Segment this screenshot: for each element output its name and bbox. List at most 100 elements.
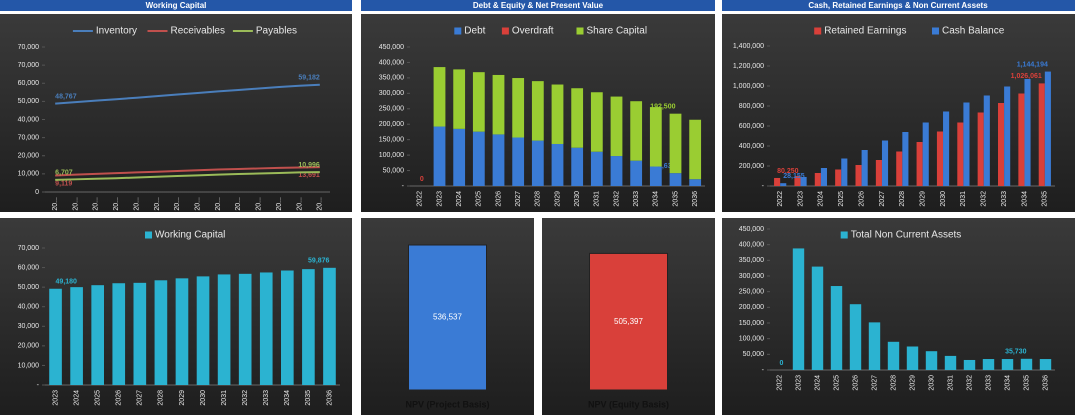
bar bbox=[610, 96, 623, 157]
x-tick-label: 2034 bbox=[653, 191, 660, 207]
bar bbox=[1038, 83, 1045, 186]
y-tick-label: - bbox=[402, 183, 405, 190]
bar bbox=[571, 147, 584, 186]
y-tick-label: 800,000 bbox=[739, 103, 764, 110]
legend-swatch bbox=[932, 27, 939, 35]
bar bbox=[1018, 93, 1025, 186]
y-tick-label: 50,000 bbox=[18, 98, 40, 105]
x-tick-label: 2028 bbox=[158, 390, 165, 406]
y-tick-label: 10,000 bbox=[18, 171, 40, 178]
x-tick-label: 2036 bbox=[326, 390, 333, 406]
legend-swatch bbox=[840, 231, 848, 239]
x-tick-label: 2023 bbox=[436, 191, 443, 207]
header-bar bbox=[0, 0, 352, 11]
bar bbox=[957, 122, 964, 186]
y-tick-label: 20,000 bbox=[18, 343, 40, 350]
x-tick-label: 2034 bbox=[1021, 191, 1028, 207]
bar bbox=[936, 131, 944, 186]
bar bbox=[492, 74, 505, 135]
bar bbox=[896, 151, 903, 186]
header-title: Debt & Equity & Net Present Value bbox=[473, 1, 604, 10]
bar bbox=[453, 128, 466, 186]
bar bbox=[323, 267, 336, 385]
bar bbox=[472, 131, 485, 186]
y-tick-label: 60,000 bbox=[18, 80, 40, 87]
x-tick-label: 2027 bbox=[879, 191, 886, 207]
data-label: 1,026,061 bbox=[1011, 73, 1042, 80]
data-label: 80,250 bbox=[777, 168, 799, 175]
bar bbox=[875, 160, 882, 186]
y-tick-label: 400,000 bbox=[739, 143, 764, 150]
bar bbox=[91, 285, 104, 385]
bar bbox=[792, 248, 805, 370]
x-tick-label: 2030 bbox=[200, 390, 207, 406]
y-tick-label: 150,000 bbox=[379, 137, 404, 144]
x-tick-label: 2033 bbox=[263, 390, 270, 406]
bar bbox=[811, 266, 824, 370]
bar bbox=[70, 287, 83, 385]
x-tick-label: 2030 bbox=[574, 191, 581, 207]
legend-label: Receivables bbox=[171, 26, 225, 37]
legend-label: Working Capital bbox=[155, 230, 225, 241]
bar bbox=[571, 88, 584, 148]
y-tick-label: - bbox=[37, 382, 40, 389]
x-tick-label: 2024 bbox=[456, 191, 463, 207]
x-tick-label: 2035 bbox=[672, 191, 679, 207]
x-tick-label: 2029 bbox=[179, 390, 186, 406]
y-tick-label: 250,000 bbox=[739, 289, 764, 296]
x-tick-label: 20... bbox=[256, 197, 263, 211]
data-label: 35,730 bbox=[1005, 349, 1027, 356]
x-tick-label: 2031 bbox=[960, 191, 967, 207]
x-tick-label: 2027 bbox=[871, 375, 878, 391]
bar bbox=[922, 122, 929, 186]
bar bbox=[453, 69, 466, 129]
x-tick-label: 20... bbox=[133, 197, 140, 211]
bar bbox=[512, 137, 525, 186]
bar bbox=[433, 67, 446, 127]
panel bbox=[0, 14, 352, 212]
bar bbox=[610, 156, 623, 186]
header-title: Working Capital bbox=[146, 1, 207, 10]
x-tick-label: 2035 bbox=[305, 390, 312, 406]
bar bbox=[689, 119, 702, 180]
x-tick-label: 20... bbox=[52, 197, 59, 211]
bar bbox=[512, 78, 525, 138]
bar bbox=[531, 140, 544, 186]
data-label: 6,707 bbox=[55, 170, 73, 177]
bar bbox=[794, 176, 801, 186]
bar bbox=[963, 102, 970, 186]
y-tick-label: - bbox=[762, 183, 765, 190]
x-tick-label: 2027 bbox=[515, 191, 522, 207]
bar bbox=[820, 168, 827, 186]
data-label: 59,876 bbox=[308, 258, 330, 265]
data-label: 0 bbox=[780, 360, 784, 367]
bar bbox=[814, 173, 821, 186]
bar bbox=[780, 183, 787, 186]
data-label: 1,144,194 bbox=[1017, 61, 1048, 68]
legend-label: Total Non Current Assets bbox=[851, 230, 962, 241]
x-tick-label: 20... bbox=[93, 197, 100, 211]
x-tick-label: 2030 bbox=[928, 375, 935, 391]
bar bbox=[1039, 359, 1052, 370]
x-tick-label: 2023 bbox=[795, 375, 802, 391]
x-tick-label: 20... bbox=[154, 197, 161, 211]
x-tick-label: 2035 bbox=[1023, 375, 1030, 391]
x-tick-label: 2031 bbox=[221, 390, 228, 406]
bar bbox=[887, 341, 900, 370]
x-tick-label: 2022 bbox=[776, 375, 783, 391]
x-tick-label: 2032 bbox=[242, 390, 249, 406]
bar bbox=[902, 132, 909, 186]
y-tick-label: 1,400,000 bbox=[733, 43, 764, 50]
bar bbox=[774, 177, 781, 186]
x-tick-label: 20... bbox=[195, 197, 202, 211]
x-tick-label: 2026 bbox=[495, 191, 502, 207]
bar bbox=[855, 165, 862, 186]
x-tick-label: 2024 bbox=[814, 375, 821, 391]
y-tick-label: 450,000 bbox=[739, 226, 764, 233]
x-tick-label: 2036 bbox=[1042, 375, 1049, 391]
header-bar bbox=[361, 0, 715, 11]
x-tick-label: 2023 bbox=[52, 390, 59, 406]
category-label: NPV (Equity Basis) bbox=[588, 399, 669, 409]
bar bbox=[835, 169, 842, 186]
x-tick-label: 2031 bbox=[594, 191, 601, 207]
